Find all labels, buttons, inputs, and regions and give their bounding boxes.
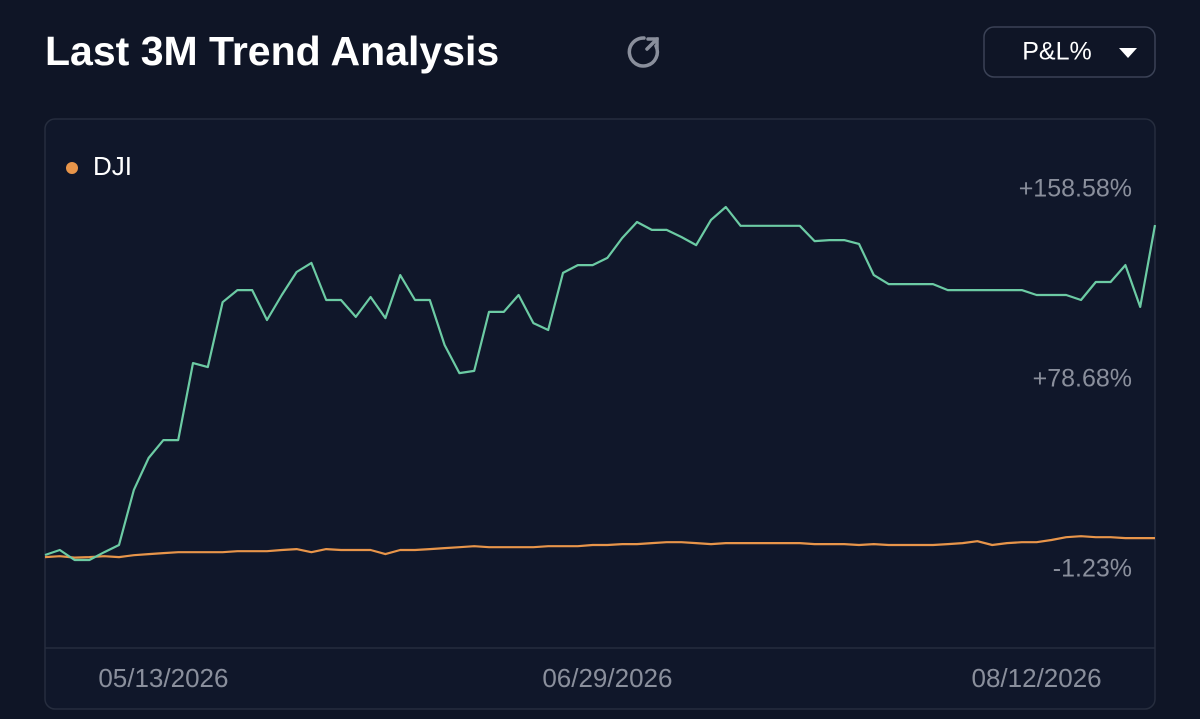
y-tick-label: +78.68%	[1033, 365, 1132, 393]
dropdown-label: P&L%	[1022, 38, 1091, 66]
legend-label: DJI	[93, 151, 132, 181]
x-tick-label: 06/29/2026	[542, 663, 672, 693]
dropdown-caret	[1119, 48, 1137, 58]
series-line	[44, 205, 1157, 562]
dropdown[interactable]: P&L%	[983, 26, 1156, 78]
y-tick-label: -1.23%	[1053, 555, 1132, 583]
legend-swatch	[66, 162, 78, 174]
dropdown-box	[983, 26, 1156, 78]
x-tick-label: 08/12/2026	[972, 663, 1102, 693]
y-tick-label: +158.58%	[1019, 175, 1132, 203]
refresh-arc	[627, 36, 660, 68]
chart-card	[44, 118, 1156, 710]
series-line	[44, 535, 1155, 559]
title: Last 3M Trend Analysis	[45, 28, 499, 74]
x-tick-label: 05/13/2026	[98, 663, 228, 693]
refresh-icon[interactable]	[627, 36, 660, 68]
refresh-arrow-line	[645, 37, 659, 51]
plot: +158.58% +78.68% -1.23% 05/13/2026 06/29/202…	[44, 151, 1157, 693]
